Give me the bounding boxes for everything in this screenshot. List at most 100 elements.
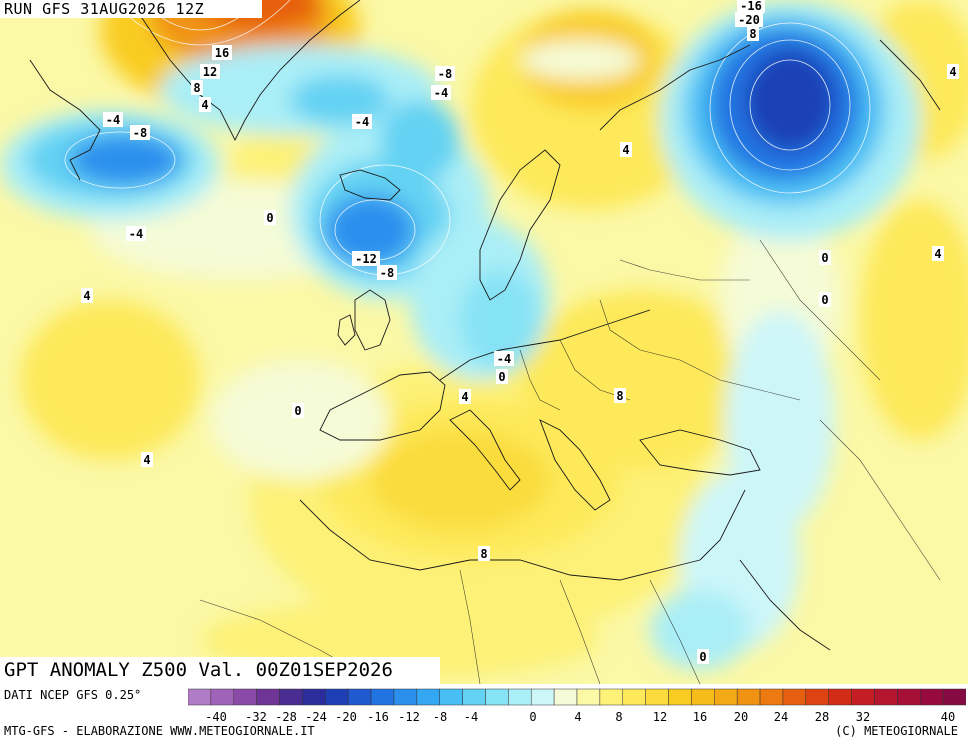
contour-label-text: -4 [497, 352, 511, 366]
color-scale-cell [302, 688, 326, 706]
contour-label-text: 16 [215, 46, 229, 60]
color-scale-cell [393, 688, 418, 706]
contour-label: 12 [200, 64, 220, 79]
contour-label: -4 [431, 85, 451, 100]
contour-label-text: 4 [201, 98, 208, 112]
color-scale-cell [325, 688, 349, 706]
contour-label-text: -4 [434, 86, 448, 100]
contour-label: -4 [352, 114, 372, 129]
contour-label-text: -8 [380, 266, 394, 280]
contour-label-text: -4 [106, 113, 120, 127]
footer: DATI NCEP GFS 0.25° -40 -32 -28 -24 -20 -16 -1… [0, 684, 968, 745]
anomaly-map: 20161284-4-8-4-8-4-12-16-20840-4-12-8004… [0, 0, 968, 684]
contour-label: 0 [819, 292, 831, 307]
color-scale-cell [439, 688, 463, 706]
contour-label: -16 [737, 0, 765, 13]
color-scale-cell [714, 688, 738, 706]
color-scale-tick: 28 [815, 710, 829, 724]
contour-label-text: -4 [129, 227, 143, 241]
color-scale-tick: 24 [774, 710, 788, 724]
contour-label: 8 [191, 80, 203, 95]
contour-label: 4 [620, 142, 632, 157]
color-scale-cell [485, 688, 509, 706]
color-scale-tick: -20 [335, 710, 357, 724]
contour-label-text: 0 [821, 293, 828, 307]
color-scale-cell [691, 688, 715, 706]
color-scale-cell [919, 688, 944, 706]
color-scale-cell [851, 688, 875, 706]
run-label: RUN GFS 31AUG2026 12Z [0, 0, 262, 18]
contour-label: 0 [496, 369, 508, 384]
contour-label: 16 [212, 45, 232, 60]
color-scale-cell [805, 688, 829, 706]
contour-label-text: 4 [143, 453, 150, 467]
color-scale-cell [553, 688, 578, 706]
color-scale-cell [828, 688, 852, 706]
contour-label: -4 [494, 351, 514, 366]
color-scale-cell [782, 688, 807, 706]
contour-label-text: 0 [699, 650, 706, 664]
color-scale-tick: 20 [734, 710, 748, 724]
contour-label-text: -20 [738, 13, 760, 27]
contour-label: -8 [130, 125, 150, 140]
color-scale-tick: -8 [433, 710, 447, 724]
color-scale-cell [874, 688, 898, 706]
contour-label-text: -4 [355, 115, 369, 129]
contour-label: -12 [352, 251, 380, 266]
color-scale-cell [576, 688, 601, 706]
color-scale-tick: -12 [398, 710, 420, 724]
color-scale-cell [942, 688, 966, 706]
contour-label-text: 0 [266, 211, 273, 225]
contour-label: -8 [377, 265, 397, 280]
credit-left: MTG-GFS - ELABORAZIONE WWW.METEOGIORNALE… [4, 724, 315, 738]
color-scale-cell [645, 688, 669, 706]
contour-label: 4 [199, 97, 211, 112]
color-scale-tick: 0 [529, 710, 536, 724]
contour-label-text: -16 [740, 0, 762, 13]
contour-label-text: 4 [461, 390, 468, 404]
contour-label: 0 [292, 403, 304, 418]
contour-label-text: 4 [934, 247, 941, 261]
color-scale-cell [736, 688, 761, 706]
contour-label-text: 4 [83, 289, 90, 303]
color-scale-tick: 8 [615, 710, 622, 724]
contour-label: 8 [478, 546, 490, 561]
data-source-label: DATI NCEP GFS 0.25° [4, 688, 142, 702]
color-scale-tick: 4 [574, 710, 581, 724]
contour-label: 0 [819, 250, 831, 265]
contour-label: 8 [614, 388, 626, 403]
contour-label: -20 [735, 12, 763, 27]
color-scale-cell [210, 688, 235, 706]
color-scale-cell [668, 688, 692, 706]
contour-label-text: 4 [949, 65, 956, 79]
color-scale-cell [416, 688, 440, 706]
color-scale-tick: -28 [275, 710, 297, 724]
color-scale-bar: -40 -32 -28 -24 -20 -16 -12 -8 -4 0 4 8 12 16 20 24 28 32… [188, 688, 966, 724]
contour-label: -8 [435, 66, 455, 81]
color-scale-tick: -40 [205, 710, 227, 724]
color-scale-tick: -4 [464, 710, 478, 724]
color-scale-tick: -16 [367, 710, 389, 724]
contour-label: 4 [459, 389, 471, 404]
credit-right: (C) METEOGIORNALE [835, 724, 958, 738]
contour-label-text: 12 [203, 65, 217, 79]
color-scale-cell [233, 688, 257, 706]
color-scale-cell [897, 688, 921, 706]
contour-label-text: 8 [749, 27, 756, 41]
contour-label-text: 8 [480, 547, 487, 561]
color-scale-cell [256, 688, 280, 706]
contour-label-text: 8 [616, 389, 623, 403]
contour-label: 8 [747, 26, 759, 41]
color-scale-tick: -32 [245, 710, 267, 724]
color-scale-tick: 32 [856, 710, 870, 724]
color-scale-cell [599, 688, 624, 706]
contour-label-text: -8 [133, 126, 147, 140]
contour-label-text: 4 [622, 143, 629, 157]
color-scale-cell [530, 688, 555, 706]
contour-label: -4 [126, 226, 146, 241]
contour-label: 4 [932, 246, 944, 261]
color-scale-cell [347, 688, 372, 706]
color-scale-cell [370, 688, 395, 706]
contour-label-text: 8 [193, 81, 200, 95]
contour-label-text: -12 [355, 252, 377, 266]
